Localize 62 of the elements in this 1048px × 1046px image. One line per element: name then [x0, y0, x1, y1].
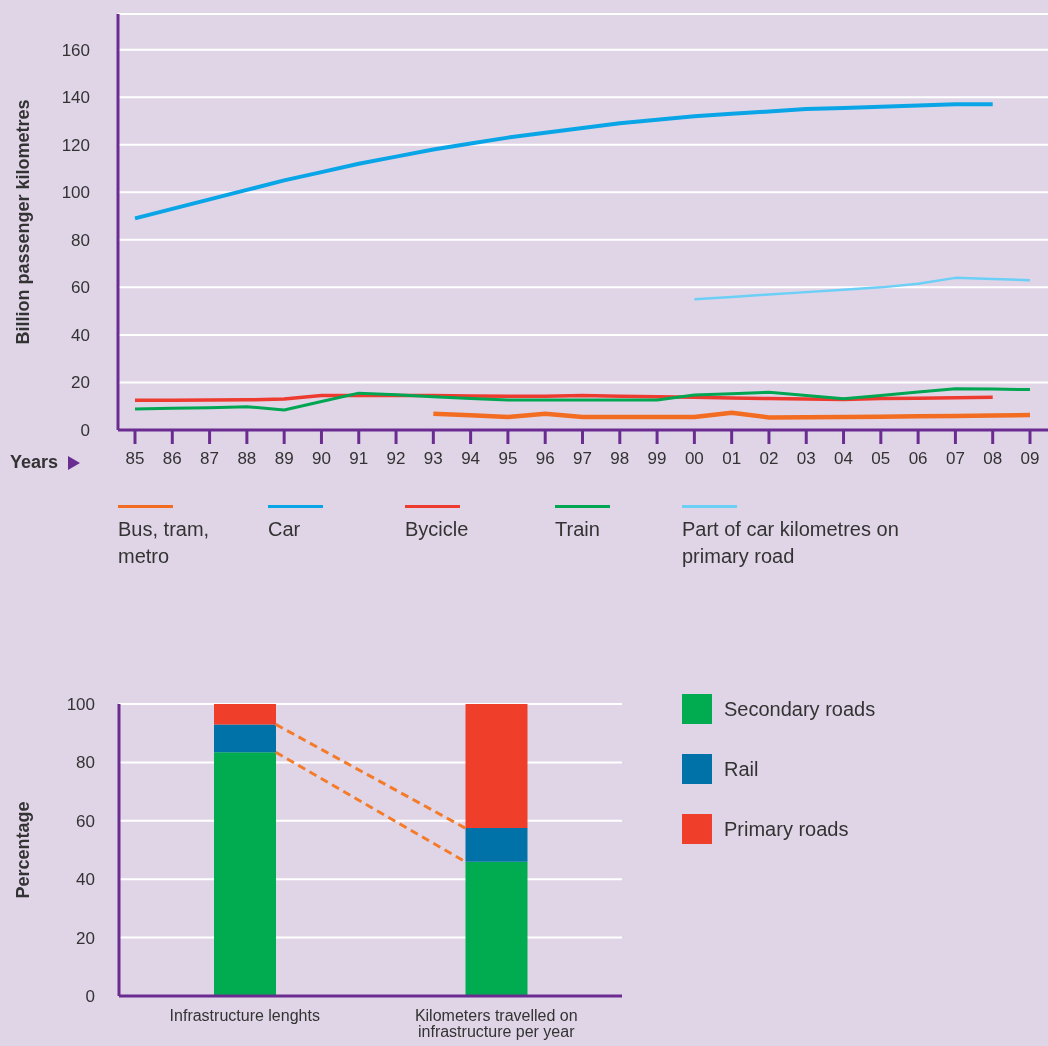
y-axis-title: Percentage	[13, 801, 34, 899]
y-tick-label: 100	[66, 695, 95, 715]
legend-label: Part of car kilometres on primary road	[682, 517, 900, 569]
bar	[214, 724, 276, 753]
x-tick-label: 09	[1020, 449, 1040, 469]
legend-label: Rail	[724, 757, 759, 781]
x-tick-label: 93	[423, 449, 443, 469]
line-series	[693, 276, 1032, 301]
legend-label: Bus, tram, metro	[118, 517, 211, 569]
x-tick-label: Kilometers travelled on infrastructure per year	[414, 1007, 578, 1041]
x-tick-label: 99	[647, 449, 667, 469]
x-tick-label: 05	[871, 449, 891, 469]
y-tick-label: 0	[85, 987, 95, 1007]
x-tick-label: 03	[796, 449, 816, 469]
x-tick-label: 87	[200, 449, 220, 469]
legend-label: Train	[555, 517, 601, 542]
bar	[214, 752, 276, 996]
legend-label: Car	[268, 517, 302, 542]
x-axis-title: Years	[10, 452, 59, 473]
y-axis-title: Billion passenger kilometres	[13, 99, 34, 345]
x-tick-label: 06	[908, 449, 928, 469]
y-tick-label: 60	[76, 811, 95, 831]
x-tick-label: 04	[834, 449, 853, 469]
x-tick-label: 98	[610, 449, 630, 469]
x-tick-label: 89	[274, 449, 294, 469]
y-tick-label: 140	[61, 88, 90, 108]
x-tick-label: 97	[573, 449, 592, 469]
bar	[465, 704, 528, 829]
y-tick-label: 40	[71, 325, 90, 345]
y-tick-label: 20	[76, 928, 95, 948]
y-tick-label: 160	[61, 40, 90, 60]
x-tick-label: 08	[983, 449, 1003, 469]
x-tick-label: 96	[535, 449, 555, 469]
x-tick-label: 00	[684, 449, 704, 469]
line-series	[133, 387, 1032, 412]
y-tick-label: 80	[76, 753, 95, 773]
x-tick-label: Infrastructure lenghts	[169, 1007, 320, 1025]
y-tick-label: 40	[76, 870, 95, 890]
y-tick-label: 80	[71, 230, 90, 250]
legend-label: Secondary roads	[724, 697, 876, 721]
y-tick-label: 20	[71, 373, 90, 393]
legend-label: Primary roads	[724, 817, 849, 841]
x-tick-label: 85	[125, 449, 145, 469]
x-tick-label: 02	[759, 449, 779, 469]
x-tick-label: 86	[162, 449, 182, 469]
bar	[465, 828, 528, 862]
x-tick-label: 94	[461, 449, 481, 469]
y-tick-label: 60	[71, 278, 90, 298]
x-tick-label: 90	[312, 449, 331, 469]
y-tick-label: 120	[61, 135, 90, 155]
x-tick-label: 95	[498, 449, 518, 469]
y-tick-label: 0	[80, 421, 90, 441]
x-tick-label: 01	[722, 449, 742, 469]
bar	[214, 704, 276, 725]
y-tick-label: 100	[61, 183, 90, 203]
legend-label: Bycicle	[405, 517, 470, 542]
line-series	[133, 102, 995, 221]
x-tick-label: 92	[386, 449, 406, 469]
x-tick-label: 91	[349, 449, 369, 469]
x-tick-label: 07	[945, 449, 965, 469]
x-tick-label: 88	[237, 449, 257, 469]
bar	[465, 861, 528, 996]
